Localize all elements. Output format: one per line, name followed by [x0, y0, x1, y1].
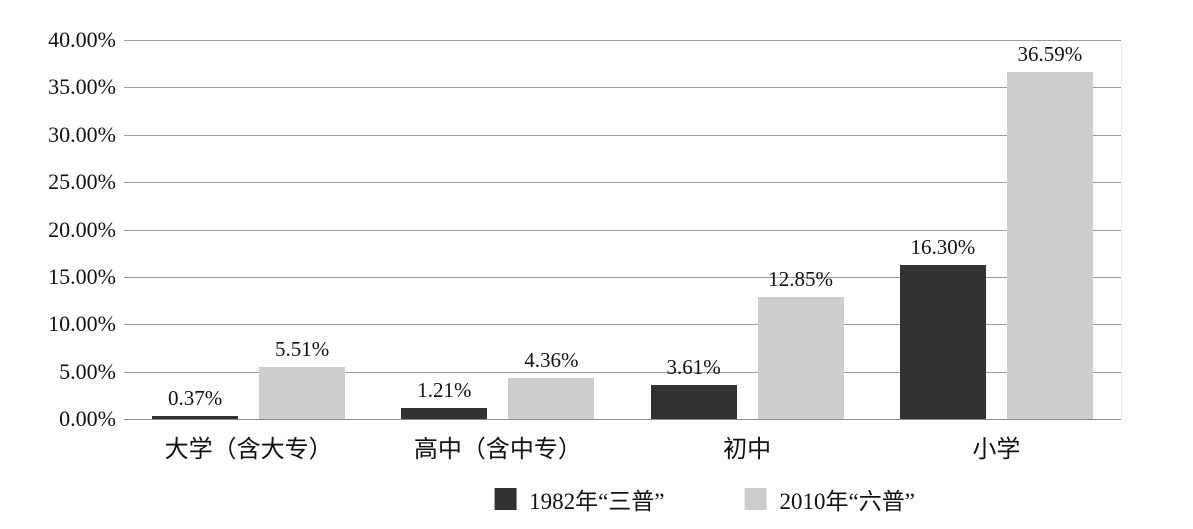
bar-value-label: 5.51% [275, 336, 330, 361]
legend-item-series1: 1982年“三普” [494, 482, 665, 516]
x-tick-label: 小学 [972, 437, 1021, 463]
y-tick-label: 35.00% [48, 74, 116, 100]
y-tick-label: 40.00% [48, 27, 116, 52]
gridline [124, 40, 1121, 41]
bar-series1-cat4 [899, 264, 986, 419]
y-tick-label: 25.00% [48, 169, 116, 195]
x-tick-label: 高中（含中专） [413, 437, 582, 463]
bar-series1-cat2 [401, 407, 488, 419]
legend-swatch-icon [744, 488, 767, 510]
legend-label: 2010年“六普” [779, 489, 915, 514]
gridline [124, 182, 1121, 184]
bar-series2-cat3 [757, 297, 844, 419]
gridline [124, 87, 1121, 89]
bar-series2-cat4 [1006, 72, 1093, 419]
bar-series2-cat2 [508, 377, 595, 419]
bar-value-label: 3.61% [666, 354, 721, 379]
x-axis: 大学（含大专） 高中（含中专） 初中 小学 [124, 429, 1121, 463]
bar-value-label: 16.30% [910, 234, 976, 259]
bar-value-label: 1.21% [417, 377, 472, 402]
plot-area: 0.37% 5.51% 1.21% 4.36% 3.61% 12.85% 16.30% 36.… [124, 40, 1122, 420]
bar-value-label: 36.59% [1017, 42, 1083, 67]
legend-label: 1982年“三普” [529, 489, 665, 514]
gridline [124, 134, 1121, 136]
gridline [124, 229, 1121, 231]
y-tick-label: 20.00% [48, 216, 116, 242]
y-tick-label: 5.00% [59, 358, 116, 384]
bar-value-label: 4.36% [524, 347, 579, 372]
gridline [124, 324, 1121, 326]
bar-series2-cat1 [259, 366, 346, 419]
bar-series1-cat1 [152, 415, 239, 419]
gridline [124, 371, 1121, 373]
y-tick-label: 15.00% [48, 263, 116, 289]
legend-item-series2: 2010年“六普” [744, 482, 915, 516]
y-tick-label: 30.00% [48, 121, 116, 147]
legend: 1982年“三普” 2010年“六普” [494, 483, 915, 515]
legend-swatch-icon [494, 488, 517, 510]
bar-series1-cat3 [650, 384, 737, 419]
y-axis: 40.00% 35.00% 30.00% 25.00% 20.00% 15.00% 10.0… [0, 27, 116, 431]
gridline [124, 276, 1121, 278]
y-tick-label: 10.00% [48, 311, 116, 337]
bar-value-label: 0.37% [168, 385, 223, 410]
x-axis-baseline [124, 419, 1121, 420]
y-tick-label: 0.00% [59, 406, 116, 431]
bar-value-label: 12.85% [768, 267, 833, 292]
x-tick-label: 初中 [723, 437, 772, 463]
x-tick-label: 大学（含大专） [164, 437, 333, 463]
